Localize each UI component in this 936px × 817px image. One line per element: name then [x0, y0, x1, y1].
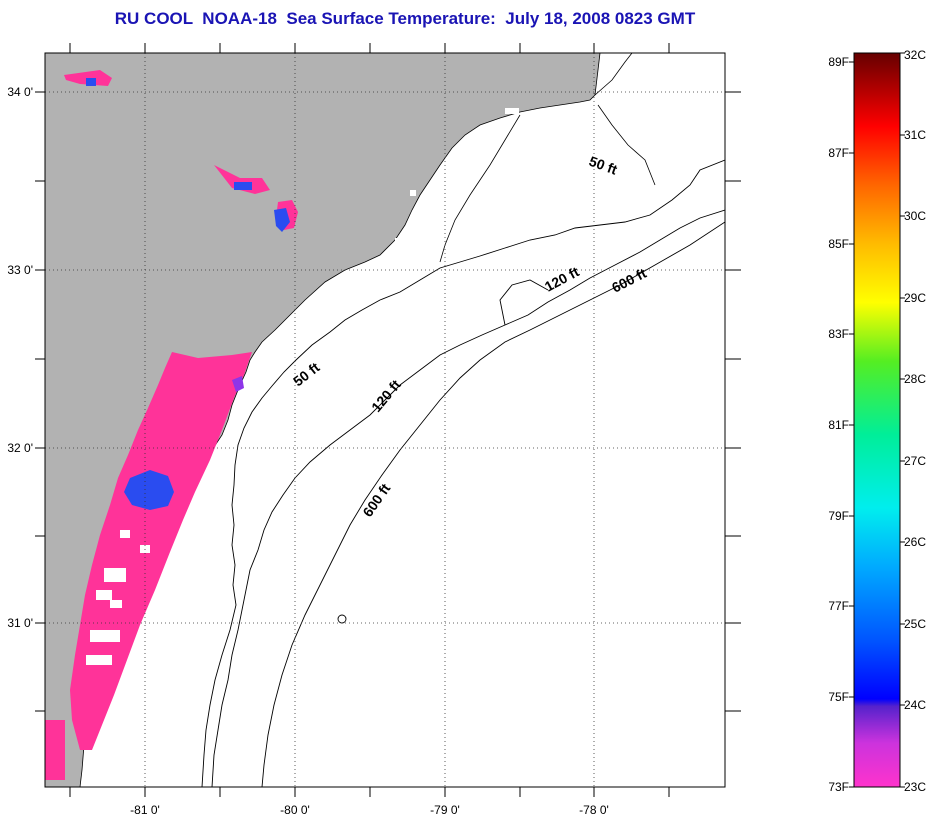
lon-tick-label: -81 0'	[130, 803, 160, 817]
contour-50ft	[201, 159, 725, 787]
sst-inland-patch-2-blue	[234, 182, 252, 190]
lat-tick-label: 33 0'	[7, 263, 33, 277]
sst-inland-patch-2	[214, 165, 270, 194]
colorbar-fahrenheit-labels: 89F 87F 85F 83F 81F 79F 77F 75F 73F	[828, 55, 849, 794]
sst-edge-patch	[45, 720, 65, 780]
lat-tick-label: 34 0'	[7, 85, 33, 99]
colorbar-f-label: 73F	[828, 780, 849, 794]
colorbar-ticks	[849, 52, 905, 788]
lat-tick-label: 31 0'	[7, 616, 33, 630]
contour-600ft	[261, 221, 725, 787]
colorbar-f-label: 79F	[828, 509, 849, 523]
colorbar-f-label: 89F	[828, 55, 849, 69]
colorbar-f-label: 83F	[828, 327, 849, 341]
sst-inland-patch-1-blue	[86, 78, 96, 86]
sst-inland-patch-3-blue	[274, 208, 290, 232]
colorbar-c-label: 23C	[904, 780, 926, 794]
colorbar-c-label: 25C	[904, 617, 926, 631]
lon-tick-label: -80 0'	[280, 803, 310, 817]
lon-tick-label: -79 0'	[430, 803, 460, 817]
map-grid	[45, 53, 725, 787]
map-title: RU COOL NOAA-18 Sea Surface Temperature:…	[114, 9, 696, 28]
lat-tick-label: 32 0'	[7, 441, 33, 455]
colorbar-c-label: 32C	[904, 48, 926, 62]
coastal-clouds	[395, 108, 519, 246]
contour-120ft	[211, 209, 725, 787]
colorbar-f-label: 77F	[828, 599, 849, 613]
sst-patch-purple	[232, 376, 244, 392]
colorbar-c-label: 30C	[904, 209, 926, 223]
colorbar-c-label: 29C	[904, 291, 926, 305]
sst-swath-pink	[70, 352, 252, 750]
colorbar-f-label: 85F	[828, 237, 849, 251]
colorbar-c-label: 28C	[904, 372, 926, 386]
map-frame	[44, 52, 726, 788]
colorbar-f-label: 81F	[828, 418, 849, 432]
colorbar	[853, 52, 901, 788]
colorbar-c-label: 27C	[904, 454, 926, 468]
map-ticks	[35, 43, 741, 797]
colorbar-c-label: 26C	[904, 535, 926, 549]
colorbar-f-label: 75F	[828, 690, 849, 704]
colorbar-celsius-labels: 32C 31C 30C 29C 28C 27C 26C 25C 24C 23C	[904, 48, 926, 794]
sst-patch-blue	[124, 470, 174, 510]
cloud-gaps	[86, 530, 150, 665]
colorbar-c-label: 31C	[904, 128, 926, 142]
colorbar-c-label: 24C	[904, 698, 926, 712]
lon-tick-label: -78 0'	[579, 803, 609, 817]
contour-120ft-bay	[499, 279, 549, 326]
colorbar-f-label: 87F	[828, 146, 849, 160]
